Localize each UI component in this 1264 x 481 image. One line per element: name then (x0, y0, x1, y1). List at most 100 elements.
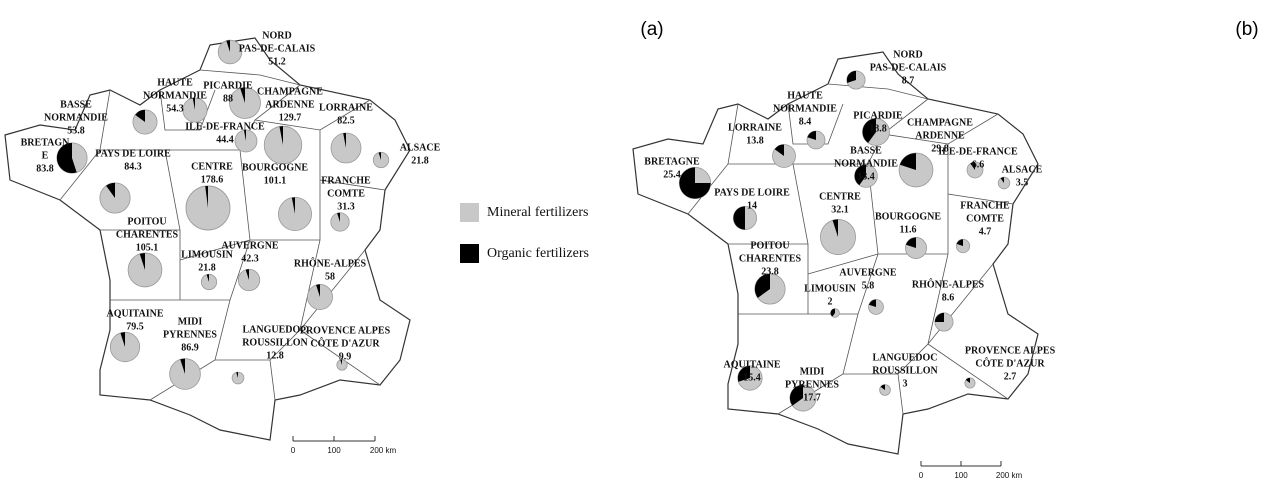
pie-organic (340, 359, 342, 365)
region-value: 84.3 (124, 161, 142, 172)
region-name: ALSACE (400, 142, 441, 153)
region-name: BRETAGNE (644, 156, 700, 167)
region-name: COMTE (966, 213, 1004, 224)
region-name: FRANCHE (960, 200, 1010, 211)
pie-organic (789, 384, 803, 406)
region-name: COMTE (327, 188, 365, 199)
pie-organic (733, 206, 745, 230)
legend-swatch (460, 244, 479, 263)
pie-organic (236, 372, 238, 378)
legend-label: Organic fertilizers (487, 246, 589, 261)
region-value: 44.4 (216, 134, 234, 145)
region-value: 13.8 (746, 135, 764, 146)
region-value: 83.8 (36, 163, 54, 174)
region-name: CÔTE D'AZUR (975, 356, 1045, 369)
region-name: PROVENCE ALPES (300, 325, 391, 336)
region-value: 101.1 (264, 175, 287, 186)
region-name: AQUITAINE (723, 359, 780, 370)
region-value: 25.4 (663, 169, 681, 180)
region-name: POITOU (750, 240, 789, 251)
region-value: 8.6 (942, 292, 955, 303)
region-name: LORRAINE (319, 102, 373, 113)
region-name: ILE-DE-FRANCE (938, 146, 1018, 157)
region-value: 32.1 (831, 204, 849, 215)
pie-organic (846, 70, 856, 83)
pie-organic (905, 237, 916, 248)
region-value: 2.7 (1004, 371, 1017, 382)
region-name: NORMANDIE (44, 112, 108, 123)
france-outline (4, 37, 411, 441)
region-value: 178.6 (201, 174, 224, 185)
region-name: HAUTE (157, 77, 193, 88)
pie-organic (378, 152, 381, 160)
region-name: PYRENNES (785, 379, 839, 390)
region-value: 79.5 (126, 321, 144, 332)
region-value: 13.4 (857, 171, 875, 182)
pie-organic (854, 164, 866, 186)
region-name: MIDI (178, 316, 203, 327)
pie-organic (774, 144, 784, 156)
region-value: 3 (903, 378, 908, 389)
region-value: 105.1 (136, 242, 159, 253)
pie-organic (862, 118, 876, 143)
pie-organic (868, 299, 876, 307)
region-value: 4.7 (979, 226, 992, 237)
region-name: AQUITAINE (106, 308, 163, 319)
region-value: 51.2 (268, 56, 286, 67)
region-value: 18.8 (869, 123, 887, 134)
region-name: CHAMPAGNE (257, 86, 323, 97)
region-value: 14 (747, 200, 757, 211)
region-name: PYRENNES (163, 329, 217, 340)
pie-organic (56, 142, 77, 174)
region-name: ROUSSILLON (242, 337, 308, 348)
region-name: PAS-DE-CALAIS (870, 62, 947, 73)
pie-organic (830, 308, 835, 317)
region-name: PAYS DE LOIRE (95, 148, 171, 159)
region-name: CÔTE D'AZUR (310, 336, 380, 349)
region-name: ALSACE (1002, 164, 1043, 175)
region-value: 2 (828, 296, 833, 307)
pie-organic (337, 212, 340, 222)
region-name: BOURGOGNE (242, 162, 308, 173)
panel-label: (b) (1235, 19, 1258, 40)
region-value: 88 (223, 93, 233, 104)
region-value: 11.6 (900, 224, 917, 235)
overlay: (a) NORD PAS-DE-CALAIS 51.2 PICARDIE 88 HAUTE N… (21, 19, 1259, 480)
region-name: HAUTE (787, 90, 823, 101)
pie-organic (970, 162, 975, 170)
region-name: PICARDIE (853, 110, 903, 121)
pie-organic (316, 284, 320, 297)
pie-organic (226, 40, 230, 52)
legend-label: Mineral fertilizers (487, 205, 588, 220)
pie-organic (106, 182, 115, 198)
region-value: 58 (325, 271, 335, 282)
region-value: 21.8 (411, 155, 429, 166)
pie-organic (279, 126, 283, 145)
region-name: PICARDIE (203, 80, 253, 91)
region-name: BASSE (850, 145, 882, 156)
pie-organic (245, 269, 249, 280)
region-value: 86.9 (181, 342, 199, 353)
panel-label: (a) (640, 19, 663, 40)
region-name: PAYS DE LOIRE (714, 187, 790, 198)
region-value: 5.8 (862, 280, 875, 291)
pie-organic (205, 185, 208, 208)
region-name: NORMANDIE (143, 90, 207, 101)
region-name: E (42, 150, 49, 161)
pie-organic (343, 133, 346, 148)
region-name: RHÔNE-ALPES (912, 277, 985, 290)
pie-organic (206, 274, 209, 282)
region-value: 8.4 (799, 116, 812, 127)
region-name: POITOU (127, 216, 166, 227)
region-name: NORD (262, 30, 291, 41)
pie-organic (120, 332, 125, 347)
region-name: ARDENNE (265, 99, 315, 110)
scale-label: 0 (919, 471, 924, 480)
pie-organic (135, 109, 145, 122)
region-name: BRETAGN (21, 137, 70, 148)
legend-swatch (460, 203, 479, 222)
pie-organic (737, 365, 750, 382)
pie-organic (243, 130, 246, 141)
scale-label: 100 (327, 446, 341, 455)
